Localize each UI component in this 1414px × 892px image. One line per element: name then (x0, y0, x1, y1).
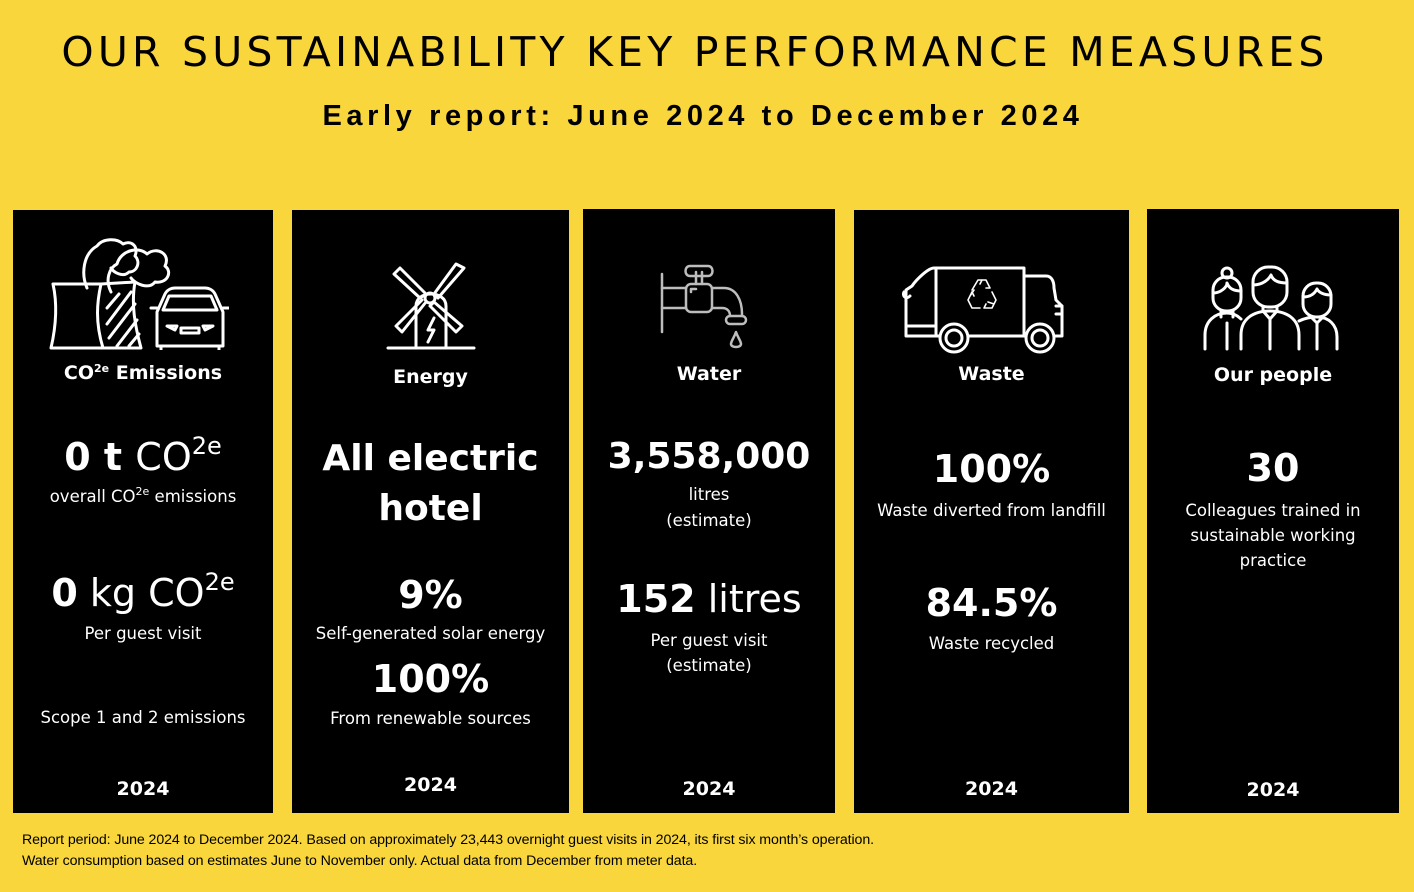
panel-year: 2024 (116, 778, 170, 800)
panel-heading: Our people (1213, 364, 1333, 386)
label-text: overall CO (49, 487, 136, 506)
label-superscript: 2e (135, 485, 150, 498)
colleagues-trained-label-line2: sustainable working (1190, 526, 1356, 545)
metric-unit-superscript: 2e (204, 568, 235, 596)
panel-year: 2024 (965, 778, 1018, 800)
metric-value: 0 t (64, 435, 123, 479)
per-guest-water-label-line2: (estimate) (666, 656, 752, 675)
per-guest-water-value: 152 litres (583, 580, 835, 618)
headline-line2: hotel (378, 488, 483, 529)
landfill-diversion-label: Waste diverted from landfill (877, 501, 1106, 520)
heading-text: CO (63, 362, 95, 384)
total-emissions-value: 0 t CO2e (13, 434, 273, 479)
footnote-line1: Report period: June 2024 to December 202… (22, 832, 874, 848)
metric-unit: CO (135, 435, 192, 479)
panel-water: Water 3,558,000 litres (estimate) 152 li… (583, 209, 835, 813)
colleagues-trained-label-line3: practice (1239, 551, 1307, 570)
per-guest-emissions-value: 0 kg CO2e (13, 570, 273, 615)
windmill-icon (386, 262, 476, 350)
heading-text: Emissions (109, 362, 223, 384)
heading-superscript: 2e (94, 362, 110, 375)
panel-energy: Energy All electric hotel 9% Self-genera… (292, 210, 569, 813)
panel-heading: Energy (393, 366, 468, 388)
people-group-icon (1203, 265, 1339, 351)
panel-year: 2024 (404, 774, 457, 796)
total-water-label-line2: (estimate) (666, 511, 752, 530)
renewable-sources-value: 100% (371, 657, 490, 701)
total-water-label-line1: litres (688, 485, 730, 504)
page-title: OUR SUSTAINABILITY KEY PERFORMANCE MEASU… (61, 28, 1329, 76)
total-emissions-label: overall CO2e emissions (13, 484, 273, 509)
total-water-value: 3,558,000 (607, 436, 811, 477)
panel-co2-emissions: CO2e Emissions 0 t CO2e overall CO2e emi… (13, 210, 273, 813)
colleagues-trained-value: 30 (1246, 446, 1300, 490)
scope-note: Scope 1 and 2 emissions (40, 708, 246, 727)
recycling-truck-icon (902, 266, 1064, 354)
per-guest-water-label-line1: Per guest visit (650, 631, 768, 650)
page-subtitle: Early report: June 2024 to December 2024 (322, 100, 1084, 132)
panel-heading: CO2e Emissions (13, 362, 273, 384)
panel-heading: Water (676, 363, 742, 385)
factory-and-car-icon (49, 238, 229, 350)
panel-year: 2024 (682, 778, 736, 800)
water-tap-icon (660, 264, 748, 349)
panel-our-people: Our people 30 Colleagues trained in sust… (1147, 209, 1399, 813)
metric-unit: litres (695, 577, 802, 621)
metric-unit-superscript: 2e (191, 432, 222, 460)
panel-year: 2024 (1246, 779, 1300, 801)
footnote-line2: Water consumption based on estimates Jun… (22, 853, 698, 869)
metric-value: 152 (616, 577, 696, 621)
solar-energy-label: Self-generated solar energy (315, 624, 546, 643)
solar-energy-value: 9% (398, 573, 463, 617)
panel-heading: Waste (958, 363, 1025, 385)
per-guest-emissions-label: Per guest visit (84, 624, 202, 643)
footnote: Report period: June 2024 to December 202… (22, 830, 874, 872)
colleagues-trained-label-line1: Colleagues trained in (1185, 501, 1361, 520)
label-text: emissions (149, 487, 237, 506)
panel-waste: Waste 100% Waste diverted from landfill … (854, 210, 1129, 813)
landfill-diversion-value: 100% (932, 447, 1051, 491)
metric-value: 0 (51, 571, 78, 615)
recycled-label: Waste recycled (928, 634, 1055, 653)
recycled-value: 84.5% (925, 581, 1058, 625)
metric-unit: kg CO (77, 571, 205, 615)
headline-line1: All electric (322, 438, 539, 479)
renewable-sources-label: From renewable sources (330, 709, 531, 728)
